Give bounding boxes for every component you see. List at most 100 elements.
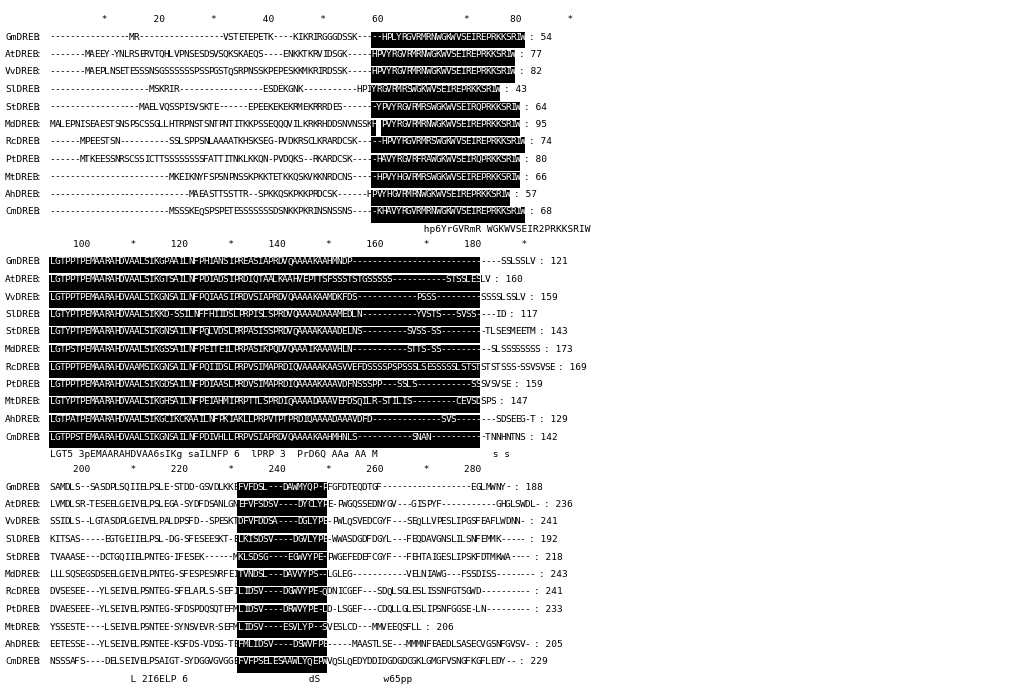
Bar bbox=[267, 292, 272, 308]
Bar bbox=[460, 415, 465, 430]
Bar bbox=[381, 257, 386, 273]
Text: P: P bbox=[461, 552, 466, 561]
Text: V: V bbox=[381, 623, 387, 632]
Text: -: - bbox=[456, 380, 461, 389]
Text: S: S bbox=[143, 432, 150, 441]
Text: D: D bbox=[243, 380, 249, 389]
Bar bbox=[381, 397, 386, 413]
Text: P: P bbox=[386, 138, 392, 147]
Text: R: R bbox=[406, 50, 412, 59]
Text: E: E bbox=[257, 33, 263, 42]
Text: P: P bbox=[243, 432, 249, 441]
Text: F: F bbox=[426, 640, 431, 649]
Text: V: V bbox=[461, 310, 466, 319]
Text: V: V bbox=[213, 327, 219, 336]
Text: K: K bbox=[227, 50, 233, 59]
Bar bbox=[193, 415, 198, 430]
Text: S: S bbox=[451, 50, 457, 59]
Text: A: A bbox=[267, 363, 273, 372]
Bar bbox=[465, 379, 470, 396]
Bar bbox=[406, 292, 411, 308]
Text: S: S bbox=[529, 345, 536, 354]
Bar bbox=[400, 102, 406, 118]
Text: E: E bbox=[283, 623, 288, 632]
Text: -: - bbox=[173, 33, 179, 42]
Text: S: S bbox=[173, 155, 179, 164]
Text: -: - bbox=[79, 190, 85, 199]
Text: S: S bbox=[515, 257, 520, 266]
Text: -: - bbox=[376, 397, 382, 406]
Bar bbox=[386, 327, 391, 343]
Bar bbox=[411, 362, 416, 378]
Bar bbox=[227, 362, 232, 378]
Text: -: - bbox=[84, 102, 90, 111]
Text: P: P bbox=[198, 570, 204, 579]
Bar bbox=[465, 309, 470, 325]
Text: L: L bbox=[227, 345, 233, 354]
Bar bbox=[381, 190, 386, 206]
Text: P: P bbox=[480, 172, 486, 181]
Text: : 160: : 160 bbox=[495, 275, 523, 284]
Bar bbox=[381, 309, 386, 325]
Bar bbox=[272, 309, 278, 325]
Bar bbox=[158, 432, 164, 448]
Bar bbox=[395, 102, 401, 118]
Text: Y: Y bbox=[376, 102, 382, 111]
Text: A: A bbox=[223, 138, 228, 147]
Text: -: - bbox=[361, 432, 368, 441]
Text: -: - bbox=[440, 345, 446, 354]
Text: L: L bbox=[238, 535, 244, 544]
Text: P: P bbox=[243, 327, 249, 336]
Bar bbox=[430, 345, 435, 361]
Bar bbox=[406, 137, 411, 153]
Text: G: G bbox=[386, 500, 392, 509]
Text: K: K bbox=[278, 275, 283, 284]
Text: V: V bbox=[287, 310, 293, 319]
Text: -: - bbox=[475, 257, 481, 266]
Text: -: - bbox=[342, 102, 347, 111]
Text: N: N bbox=[223, 120, 228, 129]
Text: K: K bbox=[227, 518, 233, 527]
Text: -: - bbox=[431, 482, 436, 491]
Text: E: E bbox=[470, 275, 476, 284]
Text: S: S bbox=[470, 570, 476, 579]
Text: S: S bbox=[198, 535, 204, 544]
Text: D: D bbox=[164, 380, 169, 389]
Bar bbox=[276, 587, 283, 603]
Bar bbox=[282, 309, 287, 325]
Bar bbox=[128, 257, 134, 273]
Text: S: S bbox=[99, 570, 104, 579]
Bar bbox=[98, 397, 104, 413]
Text: S: S bbox=[401, 380, 407, 389]
Text: G: G bbox=[416, 85, 422, 94]
Text: E: E bbox=[411, 552, 417, 561]
Text: -: - bbox=[431, 275, 436, 284]
Bar bbox=[208, 432, 213, 448]
Text: E: E bbox=[109, 500, 115, 509]
Bar bbox=[267, 657, 272, 673]
Text: -: - bbox=[267, 482, 273, 491]
Text: A: A bbox=[292, 345, 298, 354]
Text: -: - bbox=[440, 500, 446, 509]
Text: C: C bbox=[322, 190, 328, 199]
Bar bbox=[411, 275, 416, 291]
Text: -: - bbox=[445, 345, 452, 354]
Bar bbox=[158, 415, 164, 430]
Text: S: S bbox=[257, 190, 263, 199]
Text: L: L bbox=[124, 518, 130, 527]
Bar bbox=[54, 292, 59, 308]
Text: -: - bbox=[203, 552, 209, 561]
Bar bbox=[232, 257, 238, 273]
Bar bbox=[213, 345, 218, 361]
Text: K: K bbox=[154, 363, 160, 372]
Text: K: K bbox=[159, 85, 164, 94]
Text: T: T bbox=[173, 657, 179, 666]
Text: H: H bbox=[114, 380, 120, 389]
Bar bbox=[74, 309, 79, 325]
Bar bbox=[252, 309, 257, 325]
Bar bbox=[322, 534, 327, 551]
Text: -: - bbox=[524, 640, 530, 649]
Text: A: A bbox=[312, 363, 317, 372]
Bar bbox=[430, 397, 435, 413]
Text: -: - bbox=[480, 415, 486, 424]
